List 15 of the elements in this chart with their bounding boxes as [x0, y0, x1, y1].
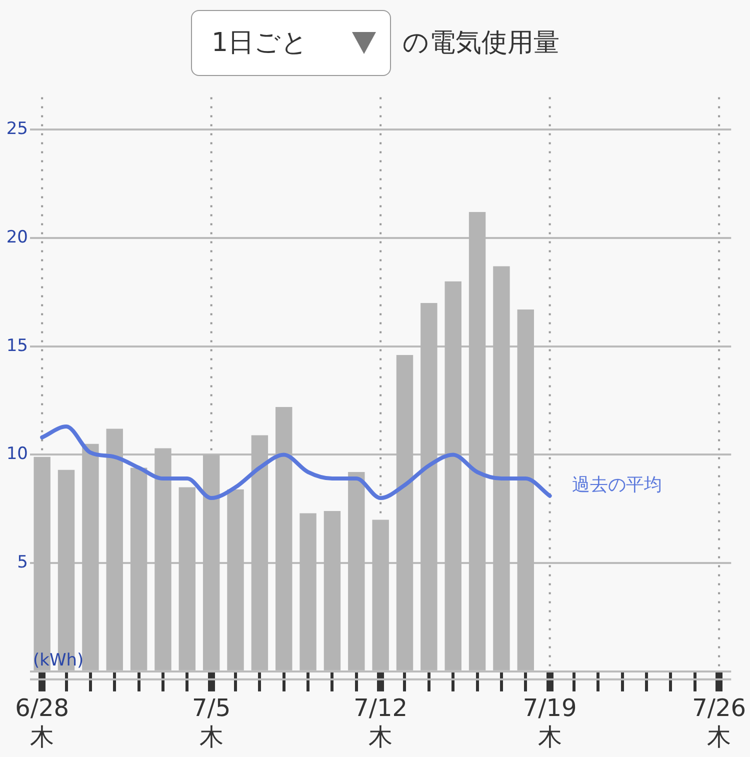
chart-title: の電気使用量	[402, 27, 560, 60]
y-tick-label: 20	[6, 227, 28, 248]
series-label: 過去の平均	[572, 474, 662, 496]
x-tick-label: 7/12 木	[354, 694, 408, 751]
text: 1日ごと	[212, 27, 308, 60]
y-tick-label: 15	[6, 336, 28, 356]
y-tick-label: 25	[6, 119, 28, 140]
y-tick-label: 5	[17, 552, 28, 572]
y-axis-title: (kWh)	[33, 650, 84, 670]
x-tick-label: 7/19 木	[522, 694, 577, 751]
x-tick-label: 7/5 木	[192, 694, 231, 751]
x-tick-label: 7/26 木	[692, 694, 746, 751]
line-series	[40, 424, 552, 500]
y-tick-label: 10	[6, 444, 28, 464]
x-tick-label: 6/28 木	[15, 694, 70, 751]
